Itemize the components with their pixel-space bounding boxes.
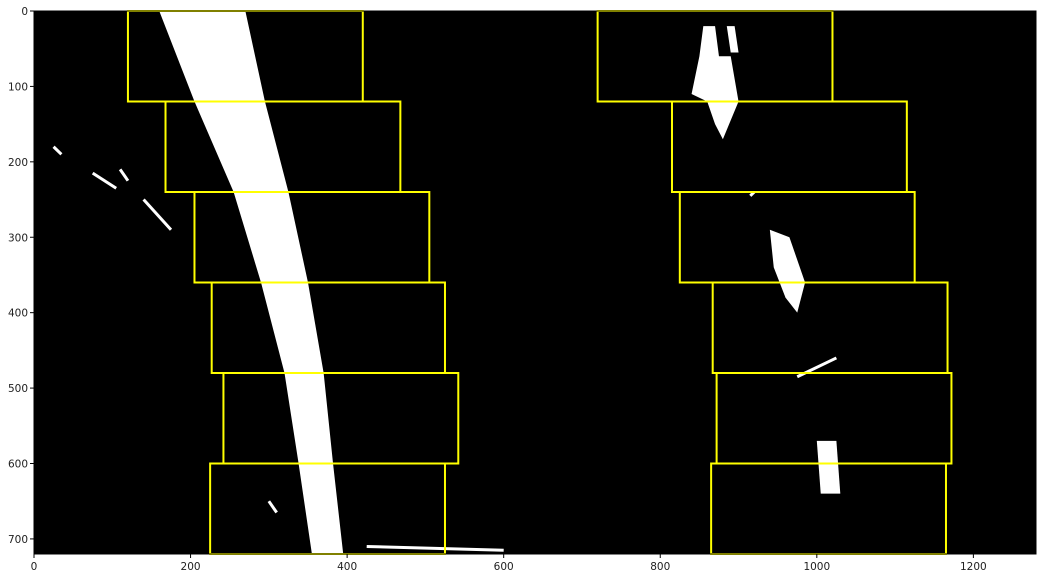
x-tick-label: 1200 xyxy=(960,561,987,573)
noise-pixel-stroke xyxy=(118,168,130,182)
y-tick-label: 100 xyxy=(8,81,28,93)
axes-frame xyxy=(33,10,1037,555)
x-tick-label: 800 xyxy=(650,561,670,573)
right-lane-blob xyxy=(691,26,739,140)
right-lane-blob xyxy=(726,26,739,53)
sliding-windows xyxy=(126,10,953,555)
x-tick-label: 0 xyxy=(31,561,38,573)
y-tick-label: 400 xyxy=(8,308,28,320)
y-tick-label: 300 xyxy=(8,232,28,244)
noise-pixel-stroke xyxy=(267,500,278,514)
x-tick-label: 200 xyxy=(181,561,201,573)
noise-pixel-stroke xyxy=(142,198,173,231)
y-tick-label: 200 xyxy=(8,157,28,169)
right-lane-blob xyxy=(816,440,841,494)
axes: 0 200 400 600 800 1000 1200 0 100 200 300 400 500 600… xyxy=(8,6,1037,573)
y-tick-label: 500 xyxy=(8,383,28,395)
x-tick-label: 1000 xyxy=(803,561,830,573)
noise-pixel-stroke xyxy=(52,145,63,156)
x-tick-label: 600 xyxy=(494,561,514,573)
noise-pixel-stroke xyxy=(91,171,118,190)
lane-pixels xyxy=(52,11,841,554)
right-lane-blob xyxy=(769,229,806,313)
noise-pixel-stroke xyxy=(366,544,504,552)
left-lane-pixels xyxy=(159,11,344,554)
y-tick-label: 0 xyxy=(21,6,28,18)
y-tick-label: 700 xyxy=(8,534,28,546)
y-tick-label: 600 xyxy=(8,459,28,471)
x-tick-label: 400 xyxy=(337,561,357,573)
